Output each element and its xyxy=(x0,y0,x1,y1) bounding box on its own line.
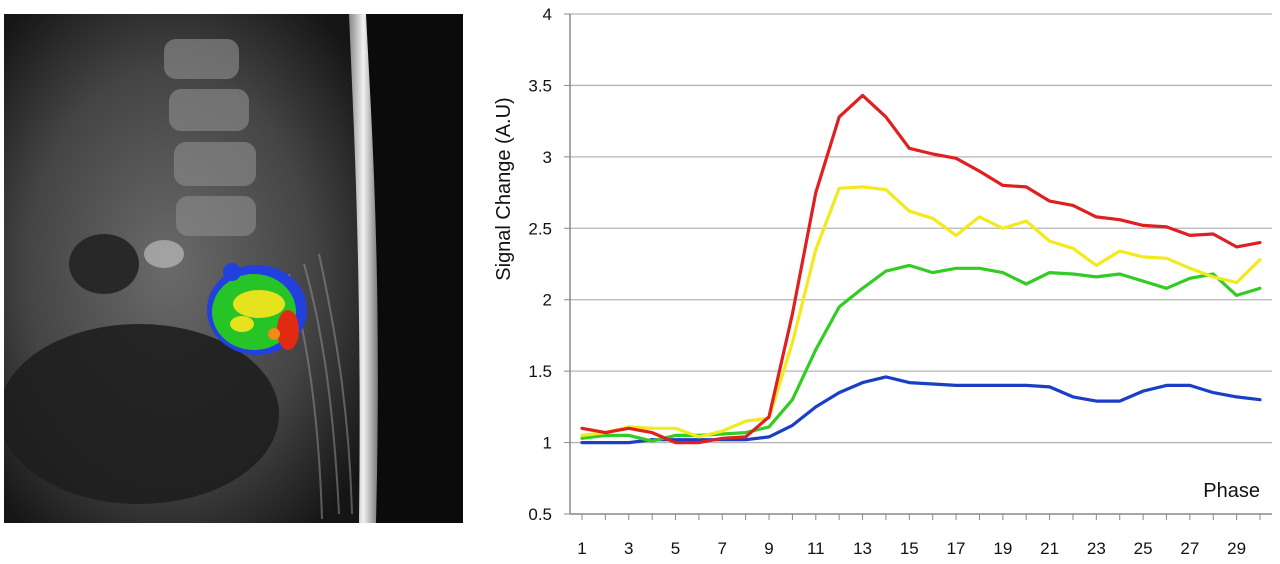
x-tick-label: 25 xyxy=(1134,539,1153,558)
perfusion-map xyxy=(207,263,307,355)
y-tick-label: 2 xyxy=(543,291,552,310)
x-tick-label: 3 xyxy=(624,539,633,558)
y-tick-label: 2.5 xyxy=(528,219,552,238)
x-tick-label: 27 xyxy=(1180,539,1199,558)
x-tick-label: 13 xyxy=(853,539,872,558)
y-tick-labels: 0.5 1 1.5 2 2.5 3 3.5 4 xyxy=(528,5,552,524)
y-tick-label: 3.5 xyxy=(528,76,552,95)
y-axis-title: Signal Change (A.U) xyxy=(493,97,515,280)
signal-change-chart: 0.511.522.533.54 1 3 5 7 9 11 13 15 17 19 21 23 25 27… xyxy=(493,5,1272,558)
x-tick-label: 7 xyxy=(718,539,727,558)
series-line-4 xyxy=(580,93,1262,445)
series-lines xyxy=(580,93,1262,445)
x-tick-label: 1 xyxy=(577,539,586,558)
x-tick-label: 9 xyxy=(764,539,773,558)
x-tick-label: 23 xyxy=(1087,539,1106,558)
x-axis-title: Phase xyxy=(1203,480,1260,502)
y-tick-label: 4 xyxy=(543,5,552,24)
x-tick-labels: 1 3 5 7 9 11 13 15 17 19 21 23 25 27 29 xyxy=(577,539,1246,558)
series-line-3 xyxy=(580,185,1262,439)
y-tick-label: 3 xyxy=(543,148,552,167)
y-tick-label: 1.5 xyxy=(528,362,552,381)
y-tick-label: 1 xyxy=(543,434,552,453)
x-tick-label: 29 xyxy=(1227,539,1246,558)
x-tick-label: 17 xyxy=(947,539,966,558)
x-tick-label: 19 xyxy=(993,539,1012,558)
x-tick-label: 5 xyxy=(671,539,680,558)
y-tick-label: 0.5 xyxy=(528,505,552,524)
series-line-2 xyxy=(580,263,1262,443)
x-tick-label: 11 xyxy=(807,539,825,558)
x-tick-label: 15 xyxy=(900,539,919,558)
x-tick-label: 21 xyxy=(1040,539,1059,558)
series-line-1 xyxy=(580,375,1262,445)
mri-image xyxy=(4,14,463,523)
